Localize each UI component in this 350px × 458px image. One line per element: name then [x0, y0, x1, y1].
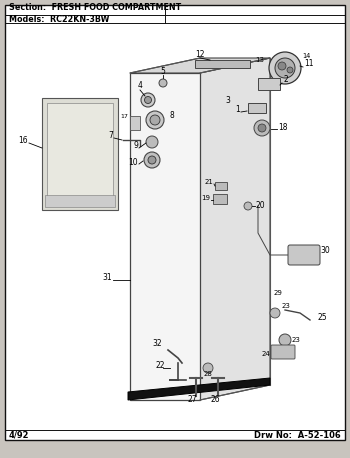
Text: 23: 23 — [282, 303, 291, 309]
Text: 7: 7 — [108, 131, 113, 140]
Text: 8: 8 — [170, 111, 175, 120]
Bar — [195, 60, 250, 68]
Polygon shape — [130, 58, 270, 73]
Circle shape — [258, 124, 266, 132]
Text: 13: 13 — [255, 57, 264, 63]
Circle shape — [287, 67, 293, 73]
Text: 12: 12 — [195, 50, 205, 59]
Text: Drw No:  A-52-106: Drw No: A-52-106 — [254, 431, 341, 440]
Text: 31: 31 — [102, 273, 112, 282]
Bar — [213, 194, 227, 204]
Text: 26: 26 — [210, 395, 220, 404]
Text: 28: 28 — [204, 371, 212, 377]
Circle shape — [270, 308, 280, 318]
Circle shape — [146, 111, 164, 129]
Circle shape — [159, 79, 167, 87]
Text: 4/92: 4/92 — [9, 431, 29, 440]
Text: 23: 23 — [292, 337, 301, 343]
Bar — [45, 195, 115, 207]
Circle shape — [150, 115, 160, 125]
Text: 11: 11 — [304, 59, 314, 68]
Circle shape — [203, 363, 213, 373]
Text: 22: 22 — [155, 361, 165, 370]
Text: 29: 29 — [274, 290, 283, 296]
Text: 18: 18 — [278, 123, 287, 132]
Circle shape — [145, 97, 152, 104]
Text: 25: 25 — [318, 313, 328, 322]
Circle shape — [254, 120, 270, 136]
Text: 16: 16 — [18, 136, 28, 145]
Circle shape — [278, 62, 286, 70]
Polygon shape — [200, 58, 270, 400]
Bar — [248, 103, 266, 113]
Text: 10: 10 — [128, 158, 138, 167]
Circle shape — [148, 156, 156, 164]
Circle shape — [275, 58, 295, 78]
Text: Models:  RC22KN-3BW: Models: RC22KN-3BW — [9, 15, 110, 23]
Text: 20: 20 — [256, 201, 266, 210]
FancyBboxPatch shape — [271, 345, 295, 359]
Text: 14: 14 — [302, 53, 310, 59]
Text: 4: 4 — [138, 81, 142, 90]
Text: 21: 21 — [204, 179, 213, 185]
Text: 17: 17 — [120, 114, 128, 119]
Circle shape — [279, 334, 291, 346]
Bar — [130, 116, 140, 130]
Circle shape — [144, 152, 160, 168]
Text: 2: 2 — [283, 75, 288, 84]
Bar — [215, 182, 227, 190]
Polygon shape — [130, 73, 200, 400]
Text: 30: 30 — [320, 246, 330, 255]
Bar — [42, 98, 118, 210]
Polygon shape — [128, 378, 270, 400]
FancyBboxPatch shape — [288, 245, 320, 265]
Text: Section:  FRESH FOOD COMPARTMENT: Section: FRESH FOOD COMPARTMENT — [9, 4, 181, 12]
Circle shape — [244, 202, 252, 210]
Bar — [258, 78, 280, 90]
Text: 3: 3 — [225, 96, 230, 105]
Circle shape — [269, 52, 301, 84]
Circle shape — [141, 93, 155, 107]
Bar — [47, 103, 113, 205]
Text: 5: 5 — [161, 67, 166, 76]
Text: 24: 24 — [261, 351, 270, 357]
Text: 27: 27 — [187, 395, 197, 404]
Circle shape — [146, 136, 158, 148]
Text: 9: 9 — [133, 141, 138, 150]
Text: 1: 1 — [235, 105, 240, 114]
Text: 32: 32 — [152, 339, 162, 348]
Text: 19: 19 — [201, 195, 210, 201]
